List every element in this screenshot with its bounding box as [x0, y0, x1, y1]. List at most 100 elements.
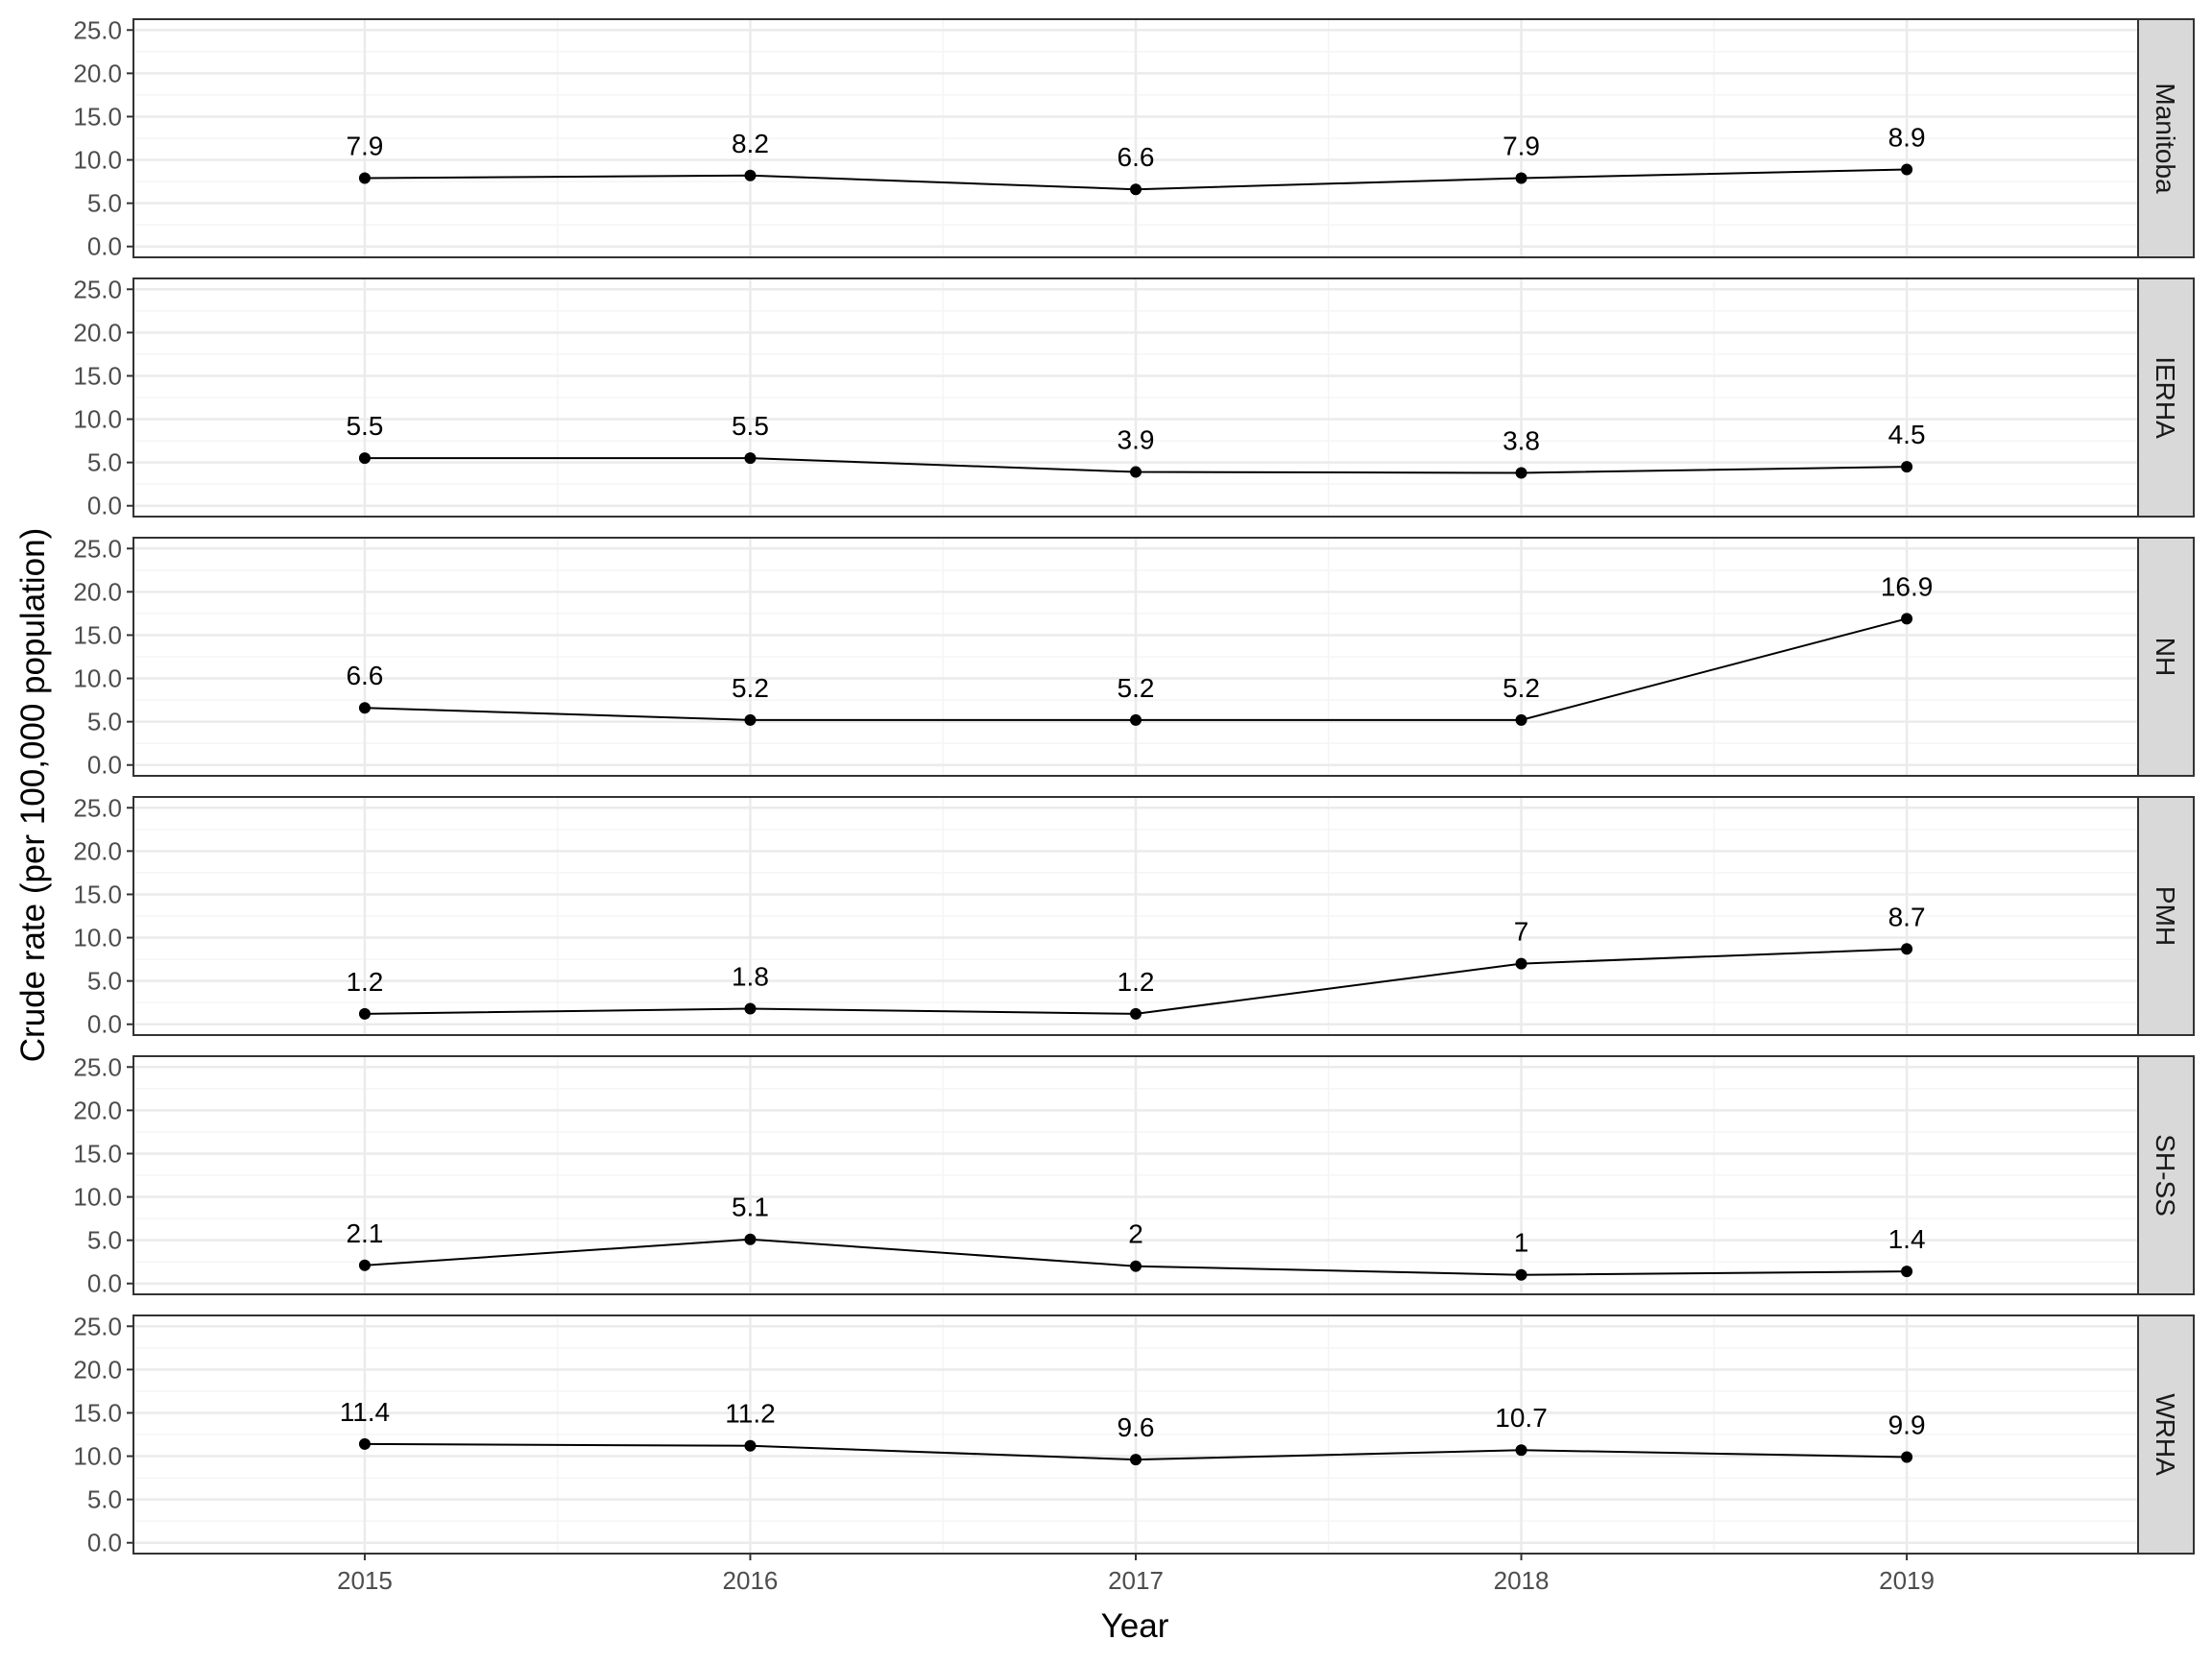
data-label: 2 — [1128, 1219, 1143, 1249]
y-tick-label: 5.0 — [87, 448, 122, 477]
data-point — [1515, 957, 1527, 970]
data-label: 1.2 — [1118, 967, 1155, 997]
data-label: 9.9 — [1888, 1410, 1926, 1439]
data-label: 11.2 — [725, 1399, 775, 1429]
data-point — [1130, 1260, 1142, 1272]
facet-strip — [2137, 18, 2195, 258]
y-tick-label: 25.0 — [73, 534, 122, 563]
data-point — [1901, 1266, 1913, 1278]
data-label: 5.2 — [1118, 673, 1155, 703]
y-tick-label: 15.0 — [73, 1398, 122, 1427]
data-point — [358, 172, 371, 184]
facet-strip — [2137, 796, 2195, 1036]
data-label: 1.4 — [1888, 1224, 1926, 1254]
facet-strip-label: IERHA — [2151, 356, 2180, 439]
data-label: 11.4 — [340, 1397, 390, 1427]
data-label: 6.6 — [1118, 142, 1155, 172]
y-tick-label: 5.0 — [87, 1485, 122, 1514]
y-tick-label: 25.0 — [73, 275, 122, 303]
data-point — [358, 1007, 371, 1020]
y-tick-label: 0.0 — [87, 1269, 122, 1298]
data-point — [1515, 1268, 1527, 1281]
data-point — [1901, 1451, 1913, 1463]
y-tick-label: 20.0 — [73, 836, 122, 865]
data-label: 3.9 — [1118, 425, 1155, 455]
x-tick-label: 2017 — [1108, 1566, 1164, 1595]
data-point — [1515, 713, 1527, 726]
data-label: 1.8 — [732, 961, 769, 991]
y-tick-label: 25.0 — [73, 793, 122, 822]
y-tick-label: 25.0 — [73, 15, 122, 44]
y-tick-label: 0.0 — [87, 1010, 122, 1039]
y-tick-label: 5.0 — [87, 967, 122, 996]
y-tick-label: 20.0 — [73, 1096, 122, 1124]
y-tick-label: 5.0 — [87, 1226, 122, 1255]
y-tick-label: 0.0 — [87, 751, 122, 780]
data-point — [744, 1233, 757, 1245]
y-tick-label: 20.0 — [73, 577, 122, 606]
data-point — [1130, 1007, 1142, 1020]
facet-strip — [2137, 1314, 2195, 1555]
data-label: 6.6 — [346, 661, 383, 690]
data-point — [744, 1002, 757, 1015]
y-tick-label: 0.0 — [87, 232, 122, 261]
facet-strip-label: SH-SS — [2151, 1134, 2180, 1217]
y-tick-label: 10.0 — [73, 1442, 122, 1471]
data-point — [1901, 461, 1913, 473]
y-tick-label: 15.0 — [73, 620, 122, 649]
data-point — [358, 452, 371, 465]
data-point — [1130, 1454, 1142, 1466]
facet-strip — [2137, 277, 2195, 518]
y-tick-label: 15.0 — [73, 880, 122, 908]
data-point — [1515, 172, 1527, 184]
facet-strip-label: PMH — [2151, 886, 2180, 946]
y-tick-label: 15.0 — [73, 361, 122, 390]
facet-strip-label: WRHA — [2151, 1393, 2180, 1476]
y-tick-label: 0.0 — [87, 492, 122, 520]
y-tick-label: 10.0 — [73, 664, 122, 693]
facet-strip — [2137, 537, 2195, 777]
y-tick-label: 25.0 — [73, 1052, 122, 1081]
data-label: 9.6 — [1118, 1412, 1155, 1442]
data-label: 7 — [1514, 917, 1529, 947]
facet-strip-label: Manitoba — [2151, 83, 2180, 194]
data-point — [1515, 467, 1527, 479]
data-label: 5.2 — [1503, 673, 1540, 703]
data-label: 8.2 — [732, 129, 769, 158]
y-tick-label: 10.0 — [73, 1183, 122, 1212]
data-point — [744, 452, 757, 465]
y-tick-label: 25.0 — [73, 1312, 122, 1340]
data-label: 10.7 — [1495, 1403, 1548, 1433]
data-point — [1901, 163, 1913, 176]
y-tick-label: 0.0 — [87, 1529, 122, 1557]
facet-strip — [2137, 1055, 2195, 1295]
x-tick-label: 2018 — [1494, 1566, 1550, 1595]
y-tick-label: 5.0 — [87, 708, 122, 736]
data-point — [1130, 466, 1142, 478]
data-point — [1130, 713, 1142, 726]
y-tick-label: 5.0 — [87, 189, 122, 218]
facet-strip-label: NH — [2151, 638, 2180, 676]
y-tick-label: 10.0 — [73, 405, 122, 434]
y-tick-label: 20.0 — [73, 1355, 122, 1384]
data-point — [1901, 943, 1913, 955]
data-label: 8.9 — [1888, 122, 1926, 152]
data-label: 4.5 — [1888, 420, 1926, 449]
data-label: 1 — [1514, 1228, 1529, 1258]
data-label: 2.1 — [346, 1218, 383, 1248]
data-point — [1515, 1444, 1527, 1457]
data-point — [1901, 613, 1913, 625]
data-label: 7.9 — [1503, 131, 1540, 160]
y-tick-label: 10.0 — [73, 924, 122, 953]
data-point — [744, 1439, 757, 1452]
data-label: 5.5 — [732, 411, 769, 441]
data-point — [744, 169, 757, 181]
y-axis-title: Crude rate (per 100,000 population) — [14, 528, 52, 1062]
y-tick-label: 20.0 — [73, 59, 122, 87]
y-tick-label: 15.0 — [73, 102, 122, 131]
data-point — [358, 1259, 371, 1271]
data-point — [358, 702, 371, 714]
y-tick-label: 15.0 — [73, 1139, 122, 1168]
